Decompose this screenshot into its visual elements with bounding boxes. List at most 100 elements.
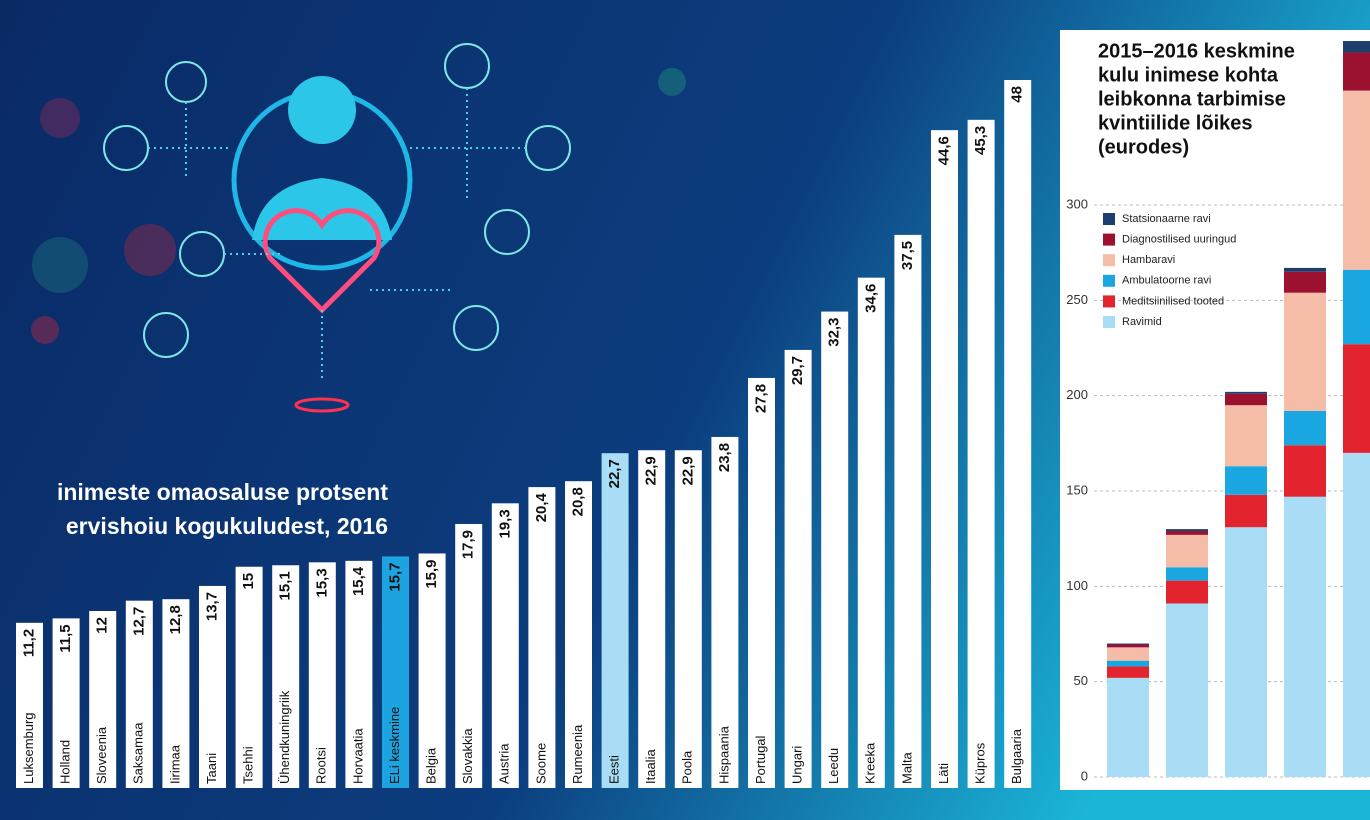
value-label: 22,9 xyxy=(643,456,660,485)
bar xyxy=(821,311,849,788)
y-tick-label: 300 xyxy=(1066,196,1088,211)
legend-label: Diagnostilised uuringud xyxy=(1122,234,1236,246)
category-label: Austria xyxy=(497,743,512,784)
category-label: Malta xyxy=(899,751,914,784)
category-label: Rumeenia xyxy=(570,724,585,784)
y-tick-label: 50 xyxy=(1074,673,1088,688)
value-label: 15,9 xyxy=(423,559,440,588)
bar-segment xyxy=(1284,410,1326,446)
value-label: 29,7 xyxy=(789,356,806,385)
bar-segment xyxy=(1284,271,1326,293)
bar xyxy=(345,560,373,788)
category-label: Portugal xyxy=(753,735,768,784)
chart-title: ervishoiu kogukuludest, 2016 xyxy=(66,513,388,539)
bar-segment xyxy=(1343,41,1370,53)
category-label: Taani xyxy=(204,753,219,784)
y-tick-label: 200 xyxy=(1066,387,1088,402)
bar-segment xyxy=(1166,531,1208,535)
value-label: 20,8 xyxy=(569,487,586,516)
value-label: 44,6 xyxy=(935,136,952,165)
bar-segment xyxy=(1343,344,1370,453)
bar xyxy=(967,119,995,788)
value-label: 23,8 xyxy=(716,443,733,472)
chart-title: leibkonna tarbimise xyxy=(1098,88,1286,110)
bar xyxy=(857,277,885,788)
bar xyxy=(528,487,556,788)
value-label: 15,7 xyxy=(386,562,403,591)
category-label: Ungari xyxy=(790,746,805,784)
bar xyxy=(125,600,153,788)
value-label: 32,3 xyxy=(826,318,843,347)
bar-segment xyxy=(1343,452,1370,777)
legend-label: Statsionaarne ravi xyxy=(1122,213,1211,225)
legend-swatch xyxy=(1103,295,1115,308)
y-tick-label: 250 xyxy=(1066,292,1088,307)
category-label: Küpros xyxy=(973,742,988,784)
bar-segment xyxy=(1284,445,1326,497)
chart-title: (eurodes) xyxy=(1098,136,1189,158)
value-label: 37,5 xyxy=(899,241,916,270)
category-label: Bulgaaria xyxy=(1009,728,1024,784)
chart-title: 2015–2016 keskmine xyxy=(1098,40,1295,62)
value-label: 12 xyxy=(94,617,111,634)
bar xyxy=(1004,80,1032,788)
value-label: 45,3 xyxy=(972,126,989,155)
bar xyxy=(52,618,80,788)
bar xyxy=(601,453,629,788)
category-label: Slovakkia xyxy=(460,728,475,784)
bar xyxy=(89,611,117,788)
bar-segment xyxy=(1225,494,1267,528)
bar-segment xyxy=(1166,580,1208,604)
bar xyxy=(931,130,958,788)
value-label: 22,9 xyxy=(679,456,696,485)
value-label: 17,9 xyxy=(460,530,477,559)
legend-label: Meditsiinilised tooted xyxy=(1122,295,1224,307)
category-label: Tsehhi xyxy=(241,746,256,784)
bar xyxy=(308,562,336,788)
category-label: Leedu xyxy=(826,748,841,784)
value-label: 15,1 xyxy=(277,571,294,600)
bar-segment xyxy=(1284,267,1326,272)
bar-segment xyxy=(1225,393,1267,406)
value-label: 13,7 xyxy=(203,592,220,621)
bar-segment xyxy=(1166,567,1208,581)
y-tick-label: 0 xyxy=(1081,768,1088,783)
bar xyxy=(565,481,592,788)
bar-segment xyxy=(1107,643,1149,645)
category-label: Kreeka xyxy=(863,742,878,784)
bar-segment xyxy=(1225,527,1267,777)
bar-segment xyxy=(1107,677,1149,777)
value-label: 15,3 xyxy=(313,568,330,597)
bar-segment xyxy=(1225,391,1267,394)
bar-segment xyxy=(1284,496,1326,777)
legend-swatch xyxy=(1103,274,1115,287)
y-tick-label: 100 xyxy=(1066,578,1088,593)
legend-label: Ravimid xyxy=(1122,316,1162,328)
category-label: Horvaatia xyxy=(350,728,365,784)
bar-segment xyxy=(1166,529,1208,532)
bar xyxy=(894,234,922,788)
value-label: 27,8 xyxy=(752,384,769,413)
bar xyxy=(418,553,446,788)
bar xyxy=(162,599,190,788)
bar-segment xyxy=(1107,660,1149,667)
bar xyxy=(382,556,409,788)
bar-segment xyxy=(1225,405,1267,467)
bar xyxy=(491,503,519,788)
bar xyxy=(784,349,812,788)
legend-swatch xyxy=(1103,233,1115,246)
bar xyxy=(638,450,666,788)
bar xyxy=(16,622,43,788)
illustration xyxy=(31,43,686,413)
bar-segment xyxy=(1107,644,1149,648)
chart-title: inimeste omaosaluse protsent xyxy=(57,479,388,505)
value-label: 15 xyxy=(240,573,257,590)
chart-title: kulu inimese kohta xyxy=(1098,64,1279,86)
category-label: Belgia xyxy=(424,747,439,784)
bar xyxy=(272,565,300,788)
value-label: 22,7 xyxy=(606,459,623,488)
bar-segment xyxy=(1284,292,1326,411)
category-label: Sloveenia xyxy=(94,726,109,784)
category-label: Itaalia xyxy=(643,749,658,784)
value-label: 11,2 xyxy=(20,629,37,657)
